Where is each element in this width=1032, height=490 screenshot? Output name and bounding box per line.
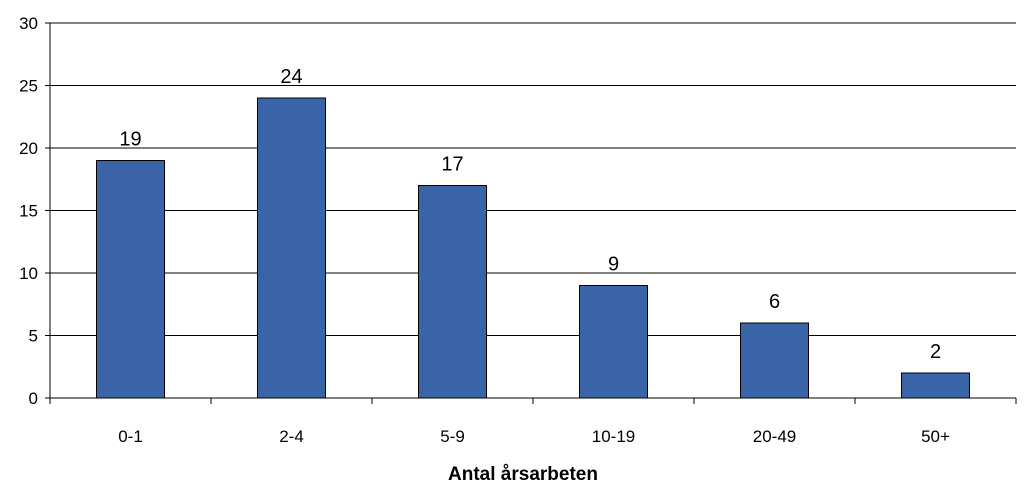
- bar: [96, 160, 165, 399]
- y-tick-label: 0: [29, 389, 38, 408]
- bar: [740, 322, 809, 399]
- bar: [579, 285, 648, 399]
- x-tick-label: 5-9: [440, 427, 465, 446]
- y-tick-label: 15: [19, 202, 38, 221]
- y-tick-labels: 0 5 10 15 20 25 30: [19, 14, 38, 408]
- x-tick-label: 20-49: [753, 427, 796, 446]
- x-tick-label: 2-4: [279, 427, 304, 446]
- x-axis-title: Antal årsarbeten: [448, 464, 598, 485]
- data-label: 19: [119, 129, 141, 151]
- y-tick-label: 10: [19, 264, 38, 283]
- bar: [257, 97, 326, 399]
- y-tick-label: 5: [29, 327, 38, 346]
- data-label: 2: [930, 341, 941, 363]
- x-tick-label: 10-19: [592, 427, 635, 446]
- data-label: 6: [769, 291, 780, 313]
- x-tick-labels: 0-1 2-4 5-9 10-19 20-49 50+: [118, 427, 950, 446]
- x-tick-label: 0-1: [118, 427, 143, 446]
- y-tick-label: 20: [19, 139, 38, 158]
- gridlines: [50, 22, 1016, 336]
- data-label: 24: [280, 66, 302, 88]
- axes: [45, 22, 1017, 404]
- data-label: 9: [608, 254, 619, 276]
- bars: [96, 97, 970, 399]
- bar: [418, 185, 487, 399]
- data-labels: 19 24 17 9 6 2: [119, 66, 941, 363]
- bar: [901, 372, 970, 399]
- data-label: 17: [441, 154, 463, 176]
- y-tick-label: 30: [19, 14, 38, 33]
- y-tick-label: 25: [19, 77, 38, 96]
- x-tick-label: 50+: [921, 427, 950, 446]
